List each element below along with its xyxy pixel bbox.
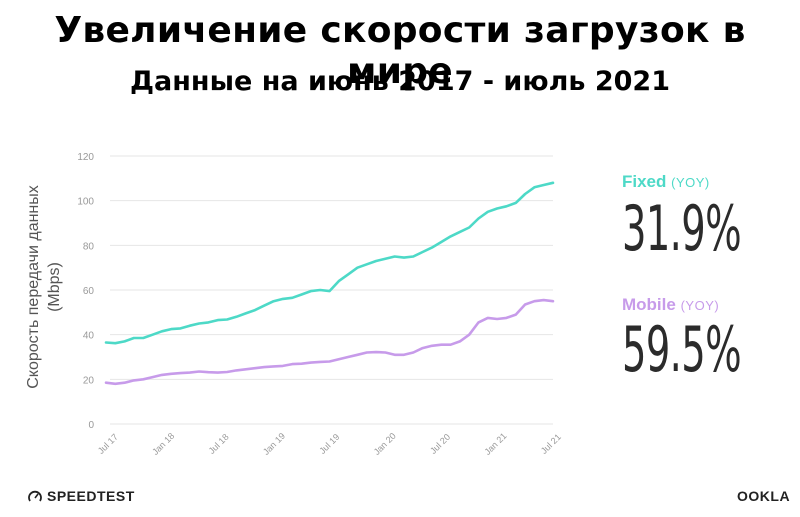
speedtest-text: SPEEDTEST — [47, 488, 135, 504]
y-tick-label: 0 — [88, 420, 94, 431]
gauge-icon — [28, 490, 42, 502]
x-tick-label: Jan 21 — [482, 431, 508, 457]
speedtest-logo: SPEEDTEST — [28, 488, 135, 504]
fixed-yoy: (YOY) — [671, 175, 710, 190]
fixed-stat-value: 31.9% — [622, 192, 742, 265]
y-tick-label: 120 — [77, 152, 94, 163]
x-tick-label: Jan 18 — [150, 431, 176, 457]
x-tick-label: Jan 19 — [261, 431, 287, 457]
ookla-logo: OOKLA — [737, 488, 791, 504]
y-tick-label: 60 — [83, 286, 95, 297]
mobile-stat-value: 59.5% — [622, 313, 742, 386]
y-tick-label: 40 — [83, 331, 95, 342]
fixed-stat-label: Fixed (YOY) — [622, 172, 710, 192]
y-tick-label: 20 — [83, 375, 95, 386]
chart-title: Увеличение скорости загрузок в мире — [54, 10, 746, 92]
x-tick-label: Jan 20 — [372, 431, 398, 457]
fixed-name: Fixed — [622, 172, 667, 191]
mobile-name: Mobile — [622, 295, 676, 314]
chart-subtitle: Данные на июнь 2017 - июль 2021 — [130, 66, 670, 97]
y-tick-label: 100 — [77, 197, 94, 208]
x-tick-label: Jul 21 — [539, 432, 563, 456]
x-tick-label: Jul 18 — [207, 432, 231, 456]
mobile-stat-label: Mobile (YOY) — [622, 295, 719, 315]
mobile-yoy: (YOY) — [680, 298, 720, 313]
series-line-fixed — [104, 181, 555, 345]
x-tick-label: Jul 20 — [428, 432, 452, 456]
series-line-mobile — [104, 298, 555, 386]
y-tick-label: 80 — [83, 241, 95, 252]
x-tick-label: Jul 19 — [317, 432, 341, 456]
x-tick-label: Jul 17 — [96, 432, 120, 456]
